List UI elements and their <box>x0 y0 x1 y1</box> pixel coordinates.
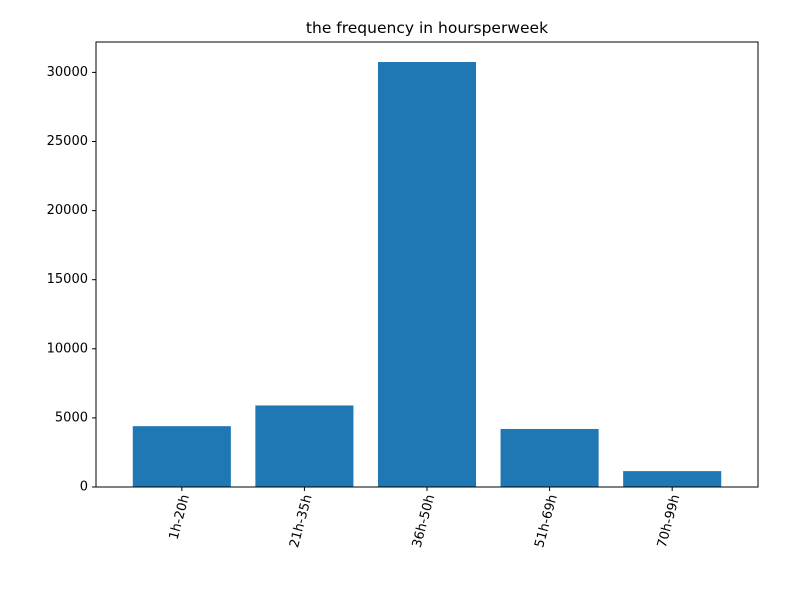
y-tick-label: 30000 <box>47 65 88 80</box>
bar-51h-69h <box>500 428 599 487</box>
bar-1h-20h <box>132 426 231 487</box>
bar-70h-99h <box>623 471 722 487</box>
x-tick-label: 21h-35h <box>287 493 316 549</box>
y-tick-label: 5000 <box>55 410 88 425</box>
y-tick-label: 0 <box>80 480 88 495</box>
bar-36h-50h <box>377 62 477 487</box>
y-tick-label: 10000 <box>47 341 88 356</box>
bar-21h-35h <box>255 405 354 487</box>
y-axis: 0 5000 10000 15000 20000 25000 30000 <box>47 65 96 495</box>
x-axis: 1h-20h 21h-35h 36h-50h 51h-69h 70h-99h <box>167 487 684 549</box>
x-tick-label: 36h-50h <box>410 493 439 549</box>
plot-frame <box>95 41 759 488</box>
y-tick-label: 25000 <box>47 134 88 149</box>
x-tick-label: 51h-69h <box>532 493 561 549</box>
x-tick-label: 70h-99h <box>655 493 684 549</box>
y-tick-label: 20000 <box>47 203 88 218</box>
x-tick-label: 1h-20h <box>167 493 193 541</box>
bars-group <box>132 62 722 487</box>
chart-title: the frequency in hoursperweek <box>306 19 548 37</box>
y-tick-label: 15000 <box>47 272 88 287</box>
